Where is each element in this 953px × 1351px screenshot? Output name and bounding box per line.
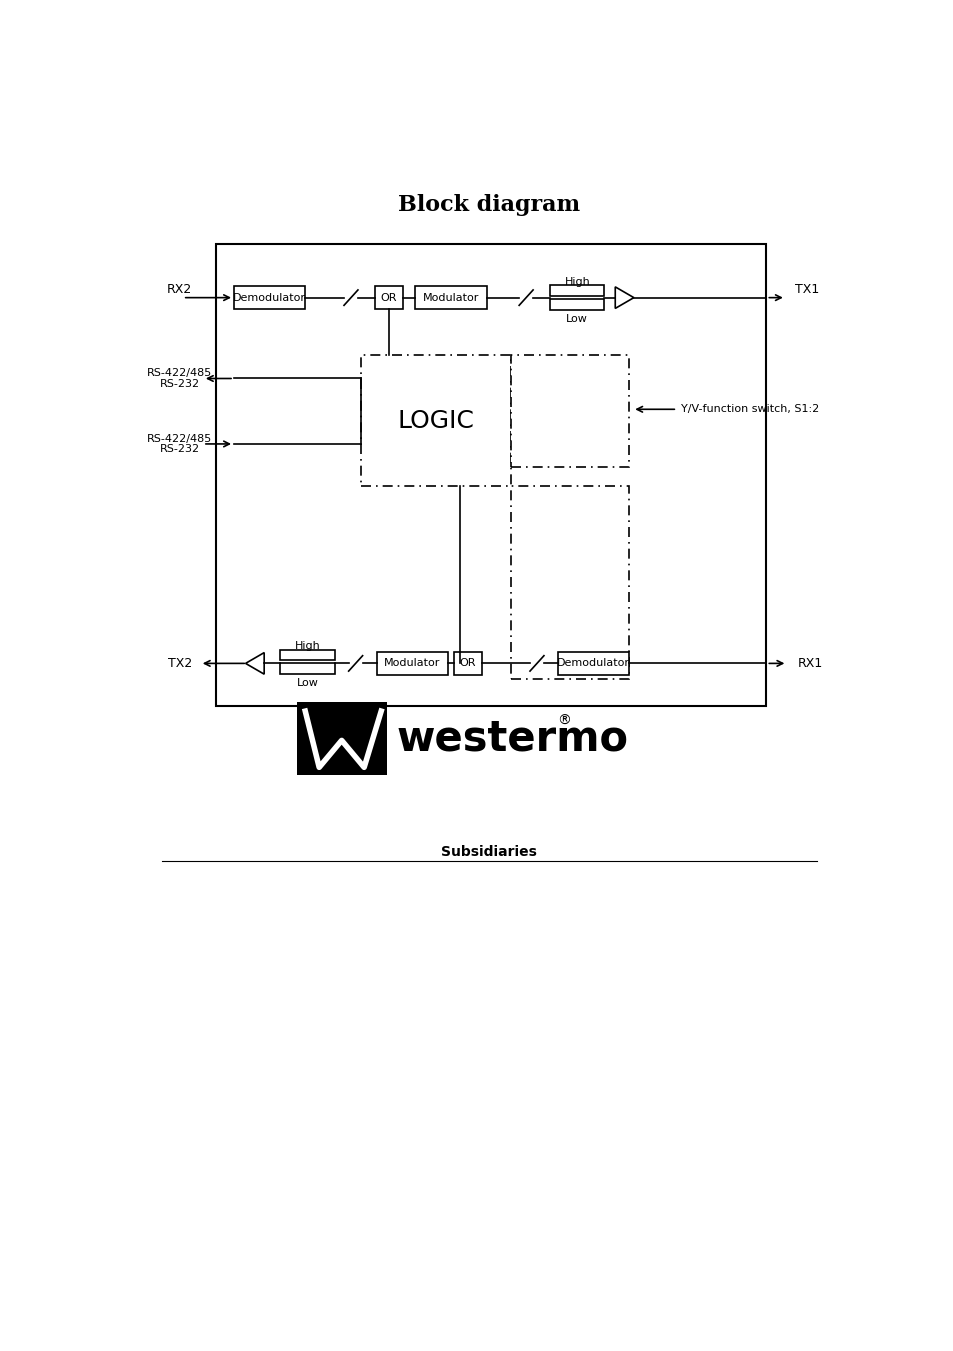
Bar: [280, 663, 335, 674]
Text: Demodulator: Demodulator: [233, 293, 306, 303]
Bar: [511, 355, 629, 467]
Text: TX2: TX2: [168, 657, 192, 670]
Bar: [415, 286, 486, 309]
Text: High: High: [294, 642, 320, 651]
Bar: [233, 286, 305, 309]
Text: Low: Low: [296, 678, 318, 688]
Text: Demodulator: Demodulator: [557, 658, 629, 669]
Bar: [360, 355, 511, 486]
Text: RX2: RX2: [167, 284, 193, 296]
FancyBboxPatch shape: [297, 703, 386, 775]
Bar: [216, 243, 765, 705]
Text: TX1: TX1: [795, 284, 819, 296]
Text: RS-422/485: RS-422/485: [147, 367, 213, 378]
Text: Subsidiaries: Subsidiaries: [440, 844, 537, 859]
Text: High: High: [564, 277, 590, 288]
Text: RS-232: RS-232: [159, 444, 199, 454]
Bar: [511, 486, 629, 678]
Bar: [558, 651, 629, 676]
Text: Modulator: Modulator: [384, 658, 440, 669]
Bar: [375, 286, 402, 309]
Bar: [280, 650, 335, 661]
Text: RS-422/485: RS-422/485: [147, 434, 213, 443]
Bar: [550, 299, 604, 309]
Text: Low: Low: [566, 315, 588, 324]
Text: RX1: RX1: [797, 657, 822, 670]
Bar: [376, 651, 447, 676]
Bar: [550, 285, 604, 296]
Text: RS-232: RS-232: [159, 378, 199, 389]
Text: OR: OR: [380, 293, 396, 303]
Bar: [454, 651, 481, 676]
Text: Modulator: Modulator: [422, 293, 478, 303]
Text: ®: ®: [557, 715, 571, 728]
Text: LOGIC: LOGIC: [397, 409, 475, 432]
Text: Block diagram: Block diagram: [397, 195, 579, 216]
Text: Y/V-function switch, S1:2: Y/V-function switch, S1:2: [680, 404, 819, 415]
Text: OR: OR: [459, 658, 476, 669]
Text: westermo: westermo: [396, 717, 628, 759]
